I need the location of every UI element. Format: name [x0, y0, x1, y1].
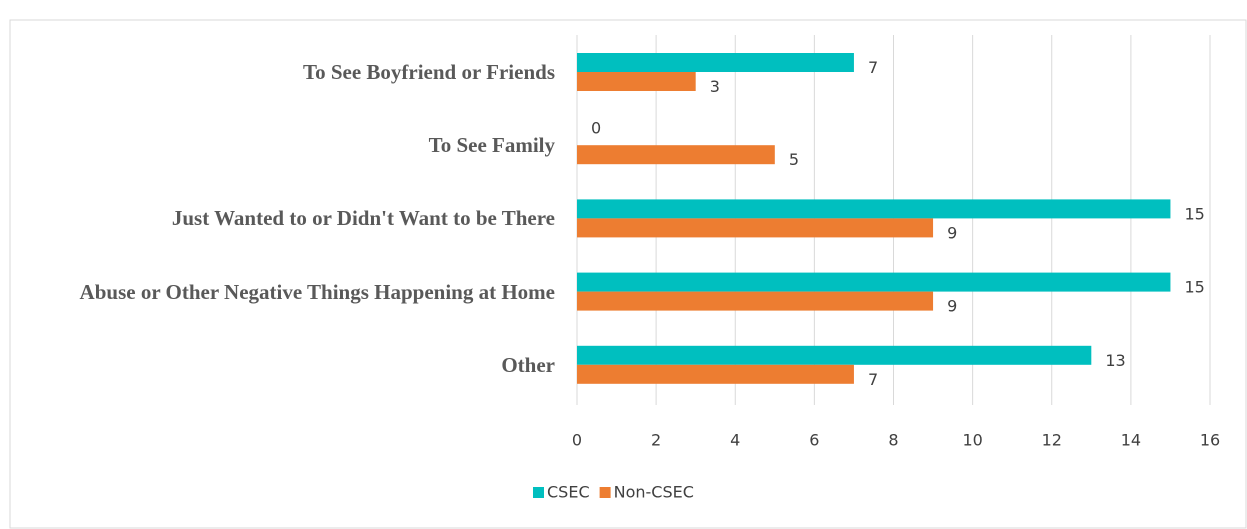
data-label: 0 [591, 119, 601, 138]
bar [577, 345, 1092, 365]
legend-swatch [599, 487, 611, 498]
x-tick-label: 8 [888, 431, 898, 450]
x-tick-label: 0 [572, 431, 582, 450]
data-label: 5 [789, 150, 799, 169]
legend-label: CSEC [547, 483, 590, 502]
data-label: 15 [1184, 204, 1204, 223]
x-tick-label: 12 [1042, 431, 1062, 450]
bar [577, 364, 854, 384]
x-tick-label: 2 [651, 431, 661, 450]
x-tick-label: 14 [1121, 431, 1141, 450]
bar [577, 291, 934, 311]
category-label: Abuse or Other Negative Things Happening… [79, 279, 555, 304]
data-label: 3 [710, 77, 720, 96]
data-label: 13 [1105, 351, 1125, 370]
bar [577, 145, 775, 165]
x-tick-label: 4 [730, 431, 740, 450]
x-tick-label: 10 [962, 431, 982, 450]
category-label: To See Boyfriend or Friends [302, 60, 555, 84]
category-label: To See Family [428, 133, 555, 158]
x-tick-label: 6 [809, 431, 819, 450]
legend-swatch [533, 487, 544, 498]
bar [577, 272, 1171, 292]
category-label: Just Wanted to or Didn't Want to be Ther… [171, 206, 555, 231]
legend-label: Non-CSEC [614, 483, 694, 502]
bar [577, 53, 854, 72]
bar [577, 218, 934, 238]
x-tick-label: 16 [1200, 431, 1220, 450]
bar [577, 72, 696, 91]
data-label: 9 [947, 223, 957, 242]
data-label: 7 [868, 58, 878, 77]
data-label: 7 [868, 370, 878, 389]
data-label: 9 [947, 297, 957, 316]
data-label: 15 [1184, 278, 1204, 297]
bar [577, 199, 1171, 219]
category-label: Other [501, 352, 555, 377]
